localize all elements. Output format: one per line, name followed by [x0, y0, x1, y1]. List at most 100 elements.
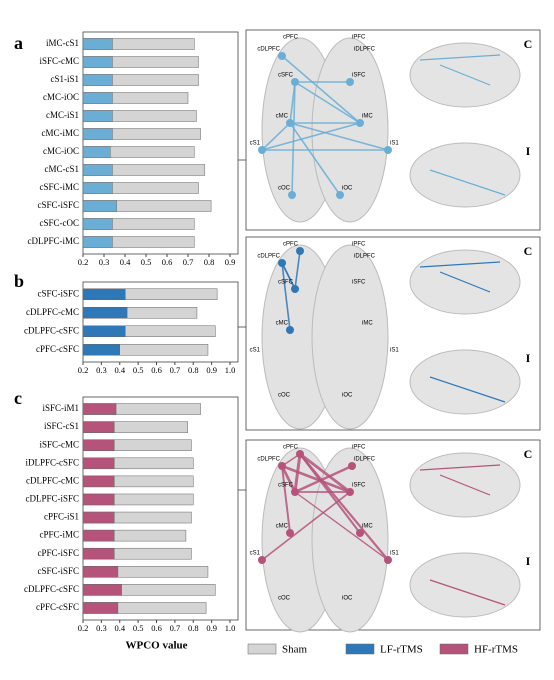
node-label: cOC — [278, 186, 291, 192]
category-label: cMC-cS1 — [45, 164, 80, 174]
category-label: iDLPFC-cSFC — [25, 457, 79, 467]
category-label: cSFC-iMC — [39, 182, 79, 192]
node — [296, 450, 304, 458]
view-label: I — [526, 554, 531, 568]
side-connection — [429, 376, 506, 403]
bar — [82, 325, 126, 337]
bar — [82, 602, 119, 614]
category-label: cSFC-cOC — [39, 218, 79, 228]
connection — [281, 262, 291, 331]
x-tick-label: 0.3 — [96, 365, 107, 375]
category-label: cSFC-iSFC — [37, 566, 79, 576]
connection — [294, 81, 361, 124]
plot-frame — [82, 281, 239, 363]
x-tick-label: 0.8 — [204, 257, 215, 267]
side-brain — [409, 552, 521, 618]
side-connection — [439, 474, 491, 496]
node — [286, 119, 294, 127]
x-tick-label: 0.9 — [225, 257, 236, 267]
node-label: iSFC — [352, 280, 366, 286]
connection — [289, 122, 389, 151]
node-label: cDLPFC — [257, 254, 280, 260]
connection — [281, 55, 361, 124]
side-connection — [439, 64, 491, 86]
bar — [82, 200, 117, 212]
node — [356, 529, 364, 537]
node-label: iSFC — [352, 483, 366, 489]
side-connection — [419, 54, 501, 61]
node-label: cDLPFC — [257, 47, 280, 53]
x-tick-label: 0.4 — [120, 257, 131, 267]
category-label: cMC-iOC — [43, 146, 79, 156]
node — [278, 52, 286, 60]
connection — [280, 465, 297, 493]
bar — [82, 236, 113, 248]
bar — [82, 288, 126, 300]
node — [291, 78, 299, 86]
view-label: I — [526, 351, 531, 365]
bar — [82, 566, 119, 578]
hemisphere — [311, 447, 389, 633]
node — [346, 78, 354, 86]
category-label: cPFC-cSFC — [36, 344, 79, 354]
hemisphere — [311, 244, 389, 430]
legend-label: LF-rTMS — [380, 644, 423, 656]
node-label: iPFC — [352, 445, 366, 451]
x-tick-label: 0.9 — [206, 623, 217, 633]
connection — [281, 262, 296, 290]
connection — [281, 464, 351, 494]
node — [286, 529, 294, 537]
x-tick-label: 1.0 — [225, 623, 236, 633]
connection — [294, 250, 301, 290]
connection — [294, 491, 389, 561]
node-label: cOC — [278, 596, 291, 602]
node — [356, 119, 364, 127]
node-label: iOC — [342, 596, 353, 602]
x-tick-label: 1.0 — [225, 365, 236, 375]
bar — [82, 403, 117, 415]
node-label: cMC — [276, 524, 289, 530]
node-label: cS1 — [250, 141, 261, 147]
bar — [82, 439, 115, 451]
legend-label: HF-rTMS — [474, 644, 518, 656]
x-axis-label: WPCO value — [125, 640, 187, 652]
connection — [261, 122, 291, 151]
node-label: iPFC — [352, 242, 366, 248]
category-label: iSFC-cMC — [39, 439, 79, 449]
bar — [82, 584, 122, 596]
node-label: iS1 — [390, 348, 399, 354]
category-label: cPFC-iS1 — [44, 512, 79, 522]
node-label: iDLPFC — [354, 457, 376, 463]
x-tick-label: 0.8 — [188, 365, 199, 375]
category-label: cSFC-iSFC — [37, 288, 79, 298]
node-label: iS1 — [390, 141, 399, 147]
side-connection — [439, 271, 491, 293]
hemisphere — [311, 37, 389, 223]
view-label: C — [524, 244, 533, 258]
node-label: iMC — [362, 114, 373, 120]
node — [278, 259, 286, 267]
connection — [291, 81, 296, 196]
x-tick-label: 0.5 — [133, 623, 144, 633]
bar — [82, 128, 113, 140]
bar — [82, 218, 113, 230]
node — [258, 146, 266, 154]
legend-label: Sham — [282, 644, 308, 656]
x-tick-label: 0.9 — [206, 365, 217, 375]
bar — [82, 547, 115, 560]
legend-swatch — [247, 643, 277, 655]
category-label: cMC-iS1 — [46, 110, 79, 120]
category-label: cDLPFC-cSFC — [24, 584, 79, 594]
node — [348, 462, 356, 470]
connection — [261, 122, 361, 151]
node — [291, 285, 299, 293]
plot-frame — [82, 31, 239, 255]
side-connection — [429, 169, 506, 196]
node-label: iSFC — [352, 73, 366, 79]
category-label: iSFC-cMC — [39, 56, 79, 66]
connection — [299, 452, 351, 494]
bar — [82, 164, 113, 176]
bar — [82, 110, 113, 122]
side-connection — [429, 579, 506, 606]
